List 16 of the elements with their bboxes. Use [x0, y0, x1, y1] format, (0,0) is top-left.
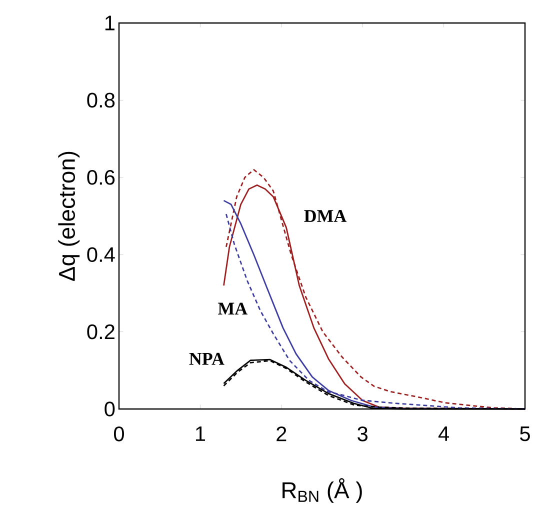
y-tick-label: 0 — [104, 402, 115, 416]
y-tick-label: 0.6 — [87, 170, 115, 185]
annotation: MA — [218, 302, 248, 315]
y-axis-title: Δq (electron) — [58, 152, 80, 281]
x-tick-label: 3 — [358, 426, 368, 442]
annotation: DMA — [304, 210, 347, 222]
x-tick-label: 5 — [520, 426, 530, 442]
x-tick-label: 1 — [196, 426, 205, 441]
x-axis-title: R$_{BN}$ (Å ) — [282, 478, 362, 503]
x-tick-label: 2 — [276, 426, 286, 442]
y-tick-label: 0.8 — [87, 92, 115, 108]
y-tick-label: 1 — [105, 16, 114, 30]
annotation: NPA — [189, 352, 224, 365]
x-tick-label: 4 — [438, 426, 449, 441]
y-tick-label: 0.4 — [87, 247, 115, 262]
y-tick-label: 0.2 — [87, 324, 114, 340]
